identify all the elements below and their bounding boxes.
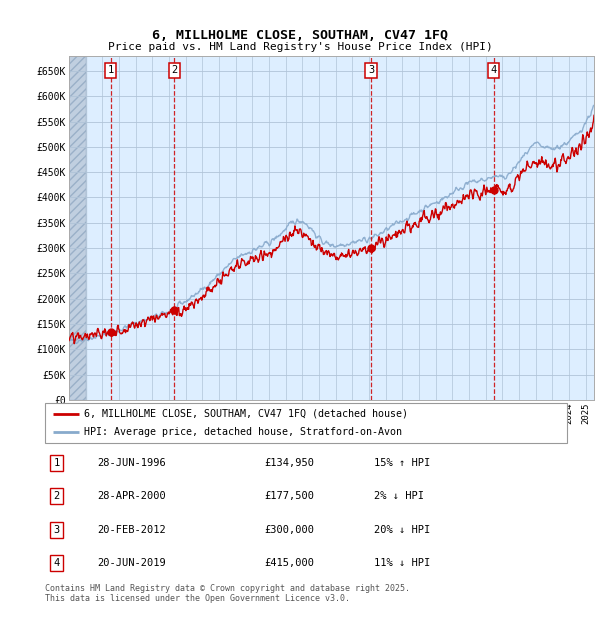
Text: 1: 1	[107, 65, 113, 75]
Text: 20-JUN-2019: 20-JUN-2019	[97, 558, 166, 568]
Text: £415,000: £415,000	[264, 558, 314, 568]
Text: 28-APR-2000: 28-APR-2000	[97, 492, 166, 502]
Text: Price paid vs. HM Land Registry's House Price Index (HPI): Price paid vs. HM Land Registry's House …	[107, 42, 493, 52]
Text: HPI: Average price, detached house, Stratford-on-Avon: HPI: Average price, detached house, Stra…	[84, 427, 402, 438]
Text: 6, MILLHOLME CLOSE, SOUTHAM, CV47 1FQ: 6, MILLHOLME CLOSE, SOUTHAM, CV47 1FQ	[152, 30, 448, 42]
Text: £177,500: £177,500	[264, 492, 314, 502]
Text: 4: 4	[53, 558, 59, 568]
Text: £134,950: £134,950	[264, 458, 314, 468]
Text: 3: 3	[53, 525, 59, 534]
Text: 15% ↑ HPI: 15% ↑ HPI	[374, 458, 430, 468]
Bar	[69, 56, 86, 400]
Text: 11% ↓ HPI: 11% ↓ HPI	[374, 558, 430, 568]
Text: 6, MILLHOLME CLOSE, SOUTHAM, CV47 1FQ (detached house): 6, MILLHOLME CLOSE, SOUTHAM, CV47 1FQ (d…	[84, 409, 408, 419]
Text: 2% ↓ HPI: 2% ↓ HPI	[374, 492, 424, 502]
Text: 2: 2	[171, 65, 178, 75]
Text: 3: 3	[368, 65, 374, 75]
Text: 4: 4	[490, 65, 497, 75]
Text: Contains HM Land Registry data © Crown copyright and database right 2025.
This d: Contains HM Land Registry data © Crown c…	[45, 584, 410, 603]
FancyBboxPatch shape	[45, 403, 567, 443]
Text: 1: 1	[53, 458, 59, 468]
Text: £300,000: £300,000	[264, 525, 314, 534]
Text: 20-FEB-2012: 20-FEB-2012	[97, 525, 166, 534]
Text: 20% ↓ HPI: 20% ↓ HPI	[374, 525, 430, 534]
Bar	[69, 56, 86, 400]
Text: 2: 2	[53, 492, 59, 502]
Text: 28-JUN-1996: 28-JUN-1996	[97, 458, 166, 468]
